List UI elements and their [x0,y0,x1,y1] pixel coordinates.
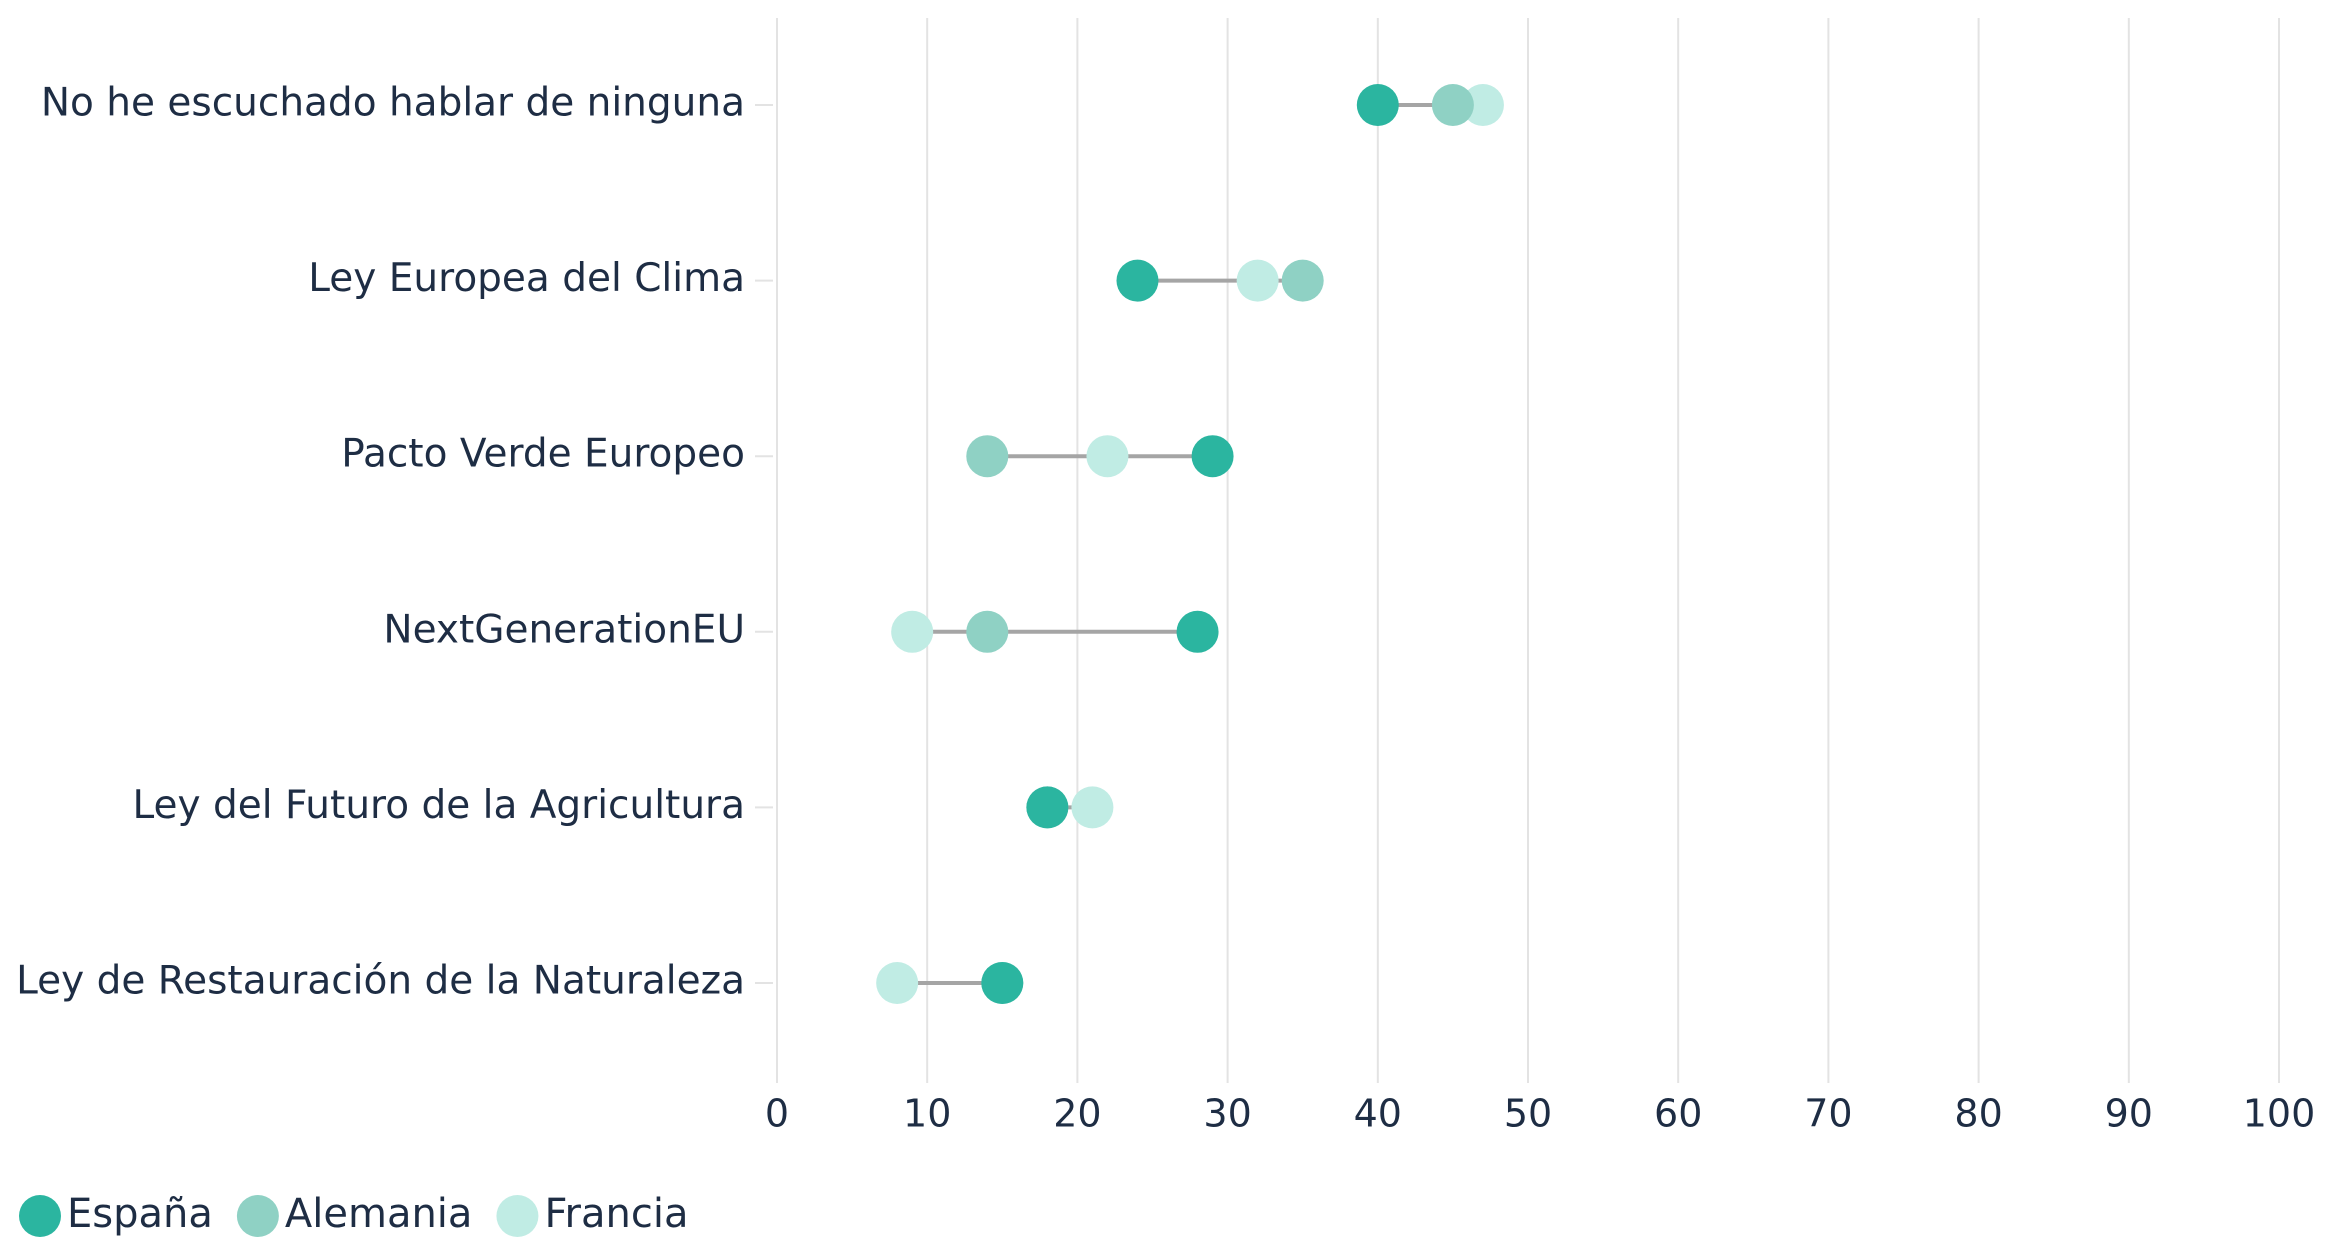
x-tick-label: 70 [1804,1092,1852,1136]
x-tick-label: 60 [1654,1092,1702,1136]
y-tick-label: NextGenerationEU [383,607,745,652]
y-tick-label: No he escuchado hablar de ninguna [41,81,745,126]
dot [876,962,919,1004]
dot [1461,84,1504,126]
x-tick-label: 80 [1954,1092,2002,1136]
x-tick-label: 0 [765,1092,789,1136]
x-tick-label: 40 [1354,1092,1402,1136]
dot [1071,786,1114,829]
dot [1026,786,1069,829]
x-tick-label: 100 [2243,1092,2316,1136]
legend-marker [496,1195,539,1237]
dot [1086,435,1129,478]
dot [1176,610,1219,653]
y-tick-label: Pacto Verde Europeo [341,432,745,477]
legend-label: Francia [544,1191,688,1237]
legend-marker [19,1195,61,1237]
dot [1116,259,1159,302]
dot [1281,259,1324,302]
dot [1431,84,1474,126]
y-tick-label: Ley de Restauración de la Naturaleza [16,959,745,1004]
dot [1191,435,1234,478]
legend-label: Alemania [285,1191,473,1237]
legend-marker [236,1195,279,1237]
x-tick-label: 30 [1203,1092,1251,1136]
dot [891,610,934,653]
y-tick-label: Ley del Futuro de la Agricultura [133,783,745,828]
x-tick-label: 90 [2105,1092,2153,1136]
x-tick-label: 50 [1504,1092,1552,1136]
dot [1236,259,1279,302]
legend-label: España [67,1191,213,1237]
x-tick-label: 20 [1053,1092,1101,1136]
x-tick-label: 10 [903,1092,951,1136]
y-tick-label: Ley Europea del Clima [308,256,745,301]
dot [1356,84,1399,126]
dot [981,962,1024,1004]
dot [966,435,1009,478]
dot [966,610,1009,653]
